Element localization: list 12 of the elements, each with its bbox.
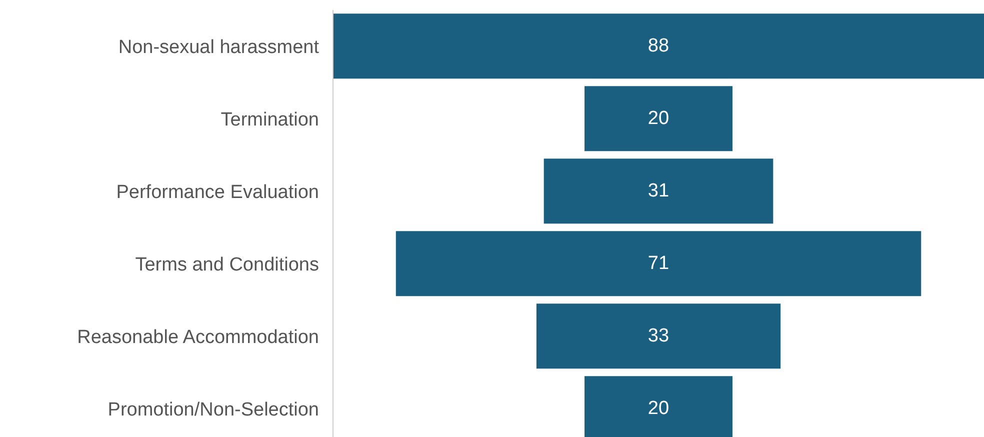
category-label: Terms and Conditions: [135, 254, 319, 276]
data-label: 20: [648, 398, 670, 420]
data-label: 88: [648, 36, 670, 57]
data-label: 20: [648, 108, 670, 130]
data-label: 71: [648, 253, 670, 274]
category-label: Termination: [220, 109, 319, 130]
category-label: Performance Evaluation: [116, 182, 319, 203]
category-label: Non-sexual harassment: [118, 36, 320, 58]
category-label: Reasonable Accommodation: [77, 326, 319, 348]
data-label: 33: [648, 326, 670, 347]
category-label: Promotion/Non-Selection: [108, 399, 319, 420]
data-label: 31: [648, 180, 670, 202]
